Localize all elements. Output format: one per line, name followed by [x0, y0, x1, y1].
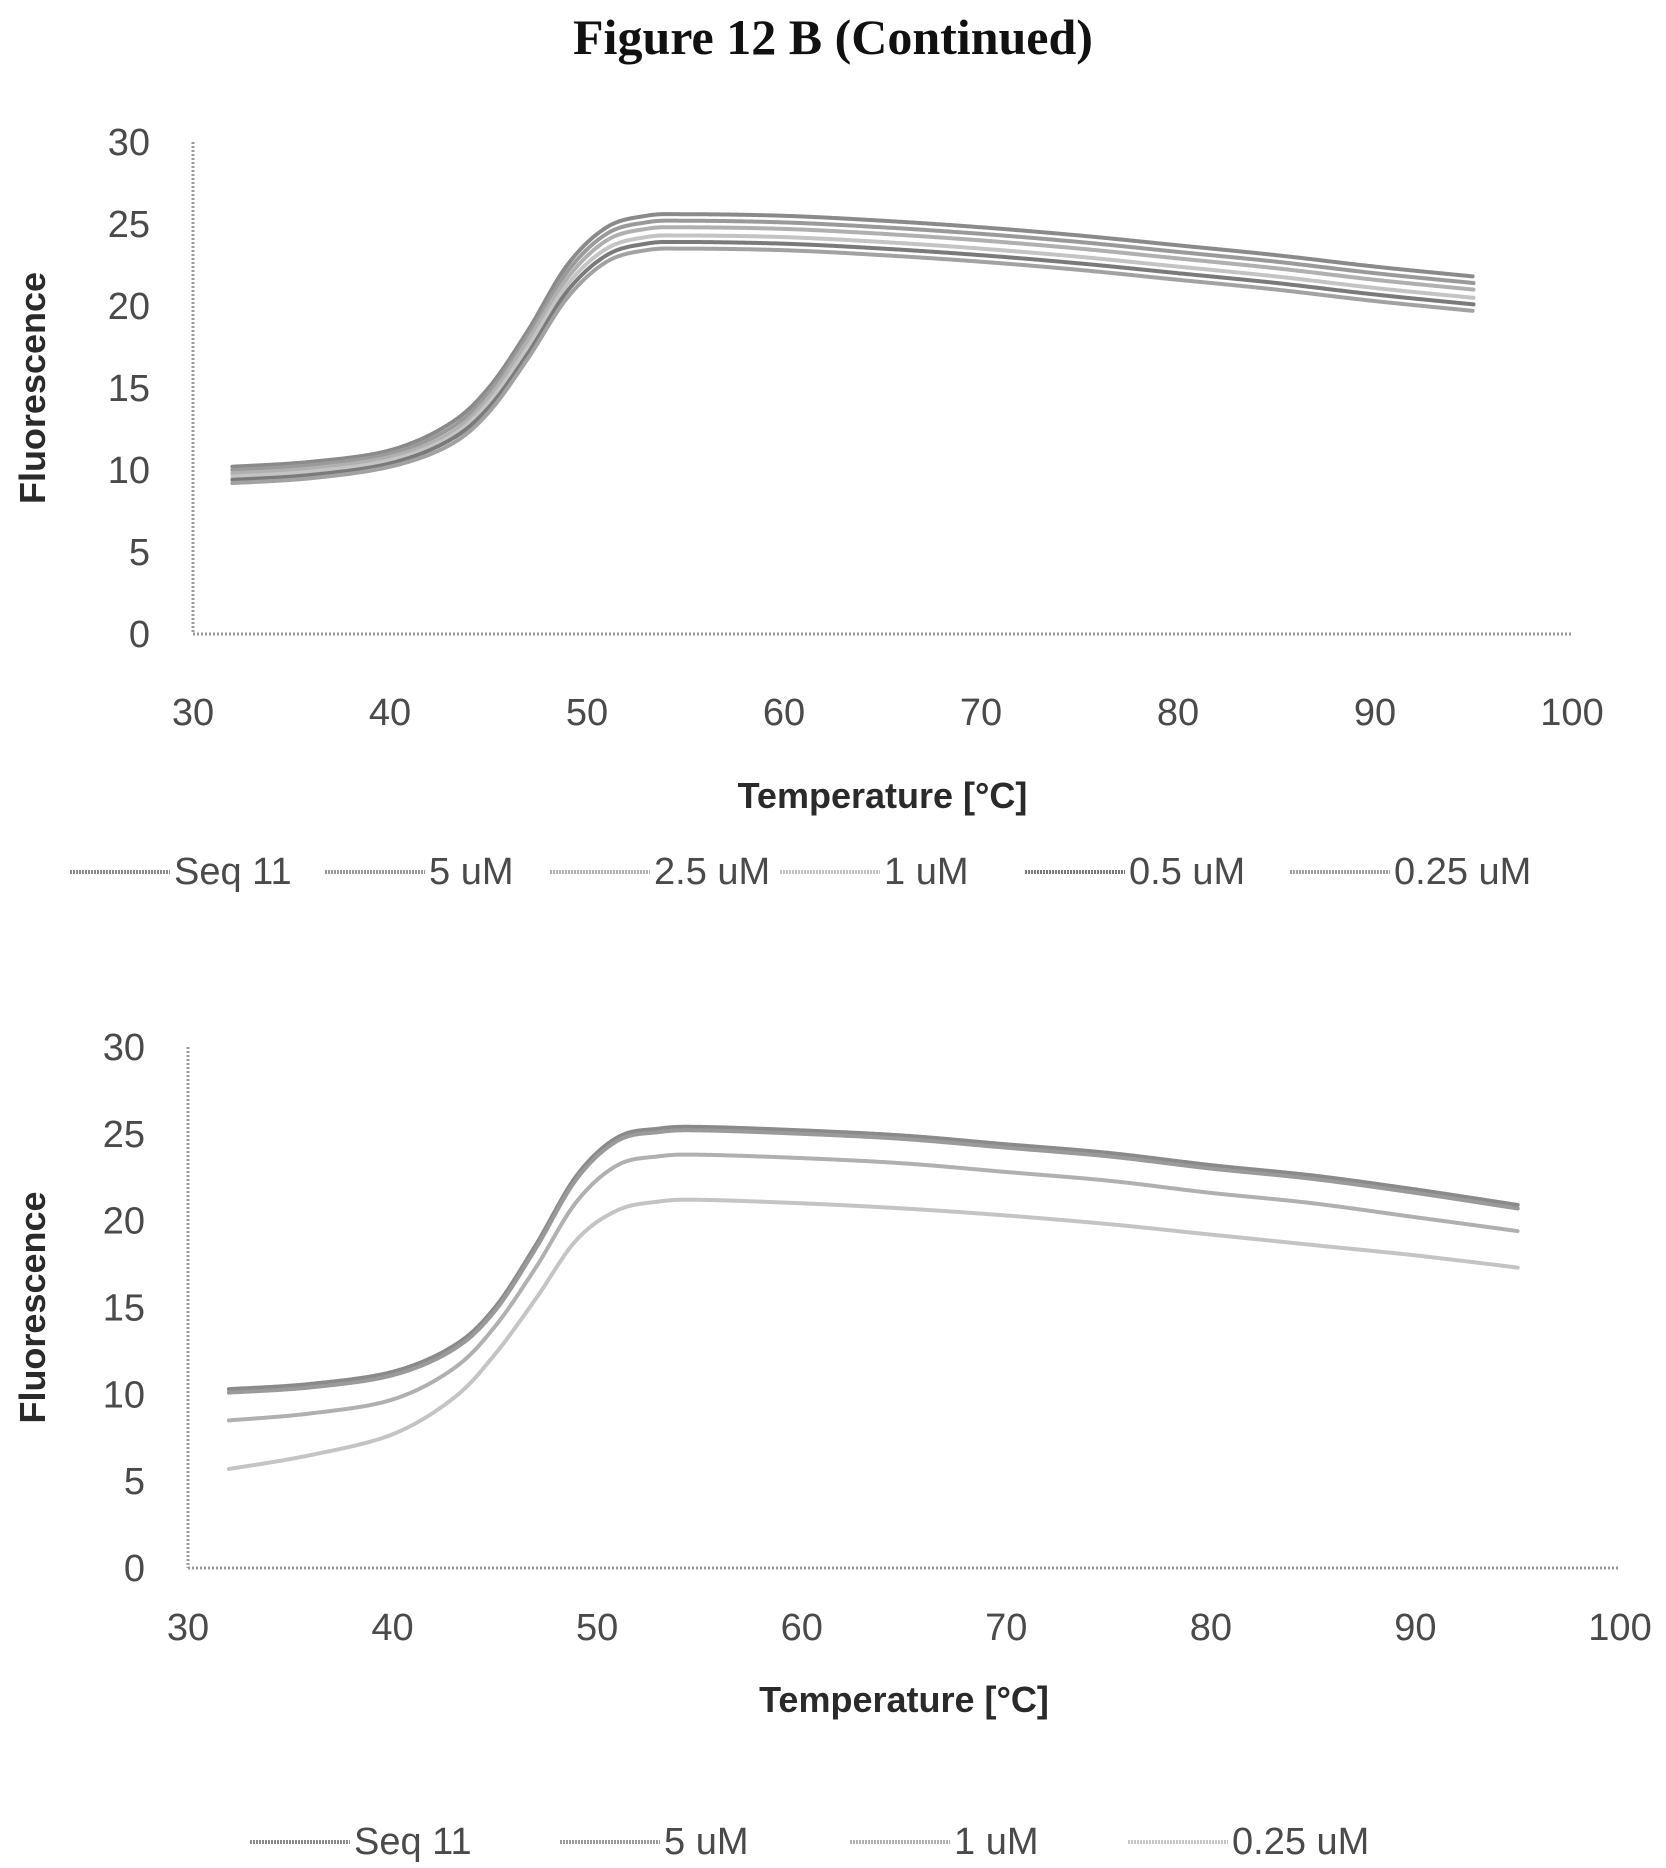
- x-tick-label: 40: [371, 1607, 413, 1649]
- x-tick-label: 60: [781, 1607, 823, 1649]
- y-tick-label: 30: [108, 122, 150, 164]
- x-axis-title: Temperature [°C]: [759, 1679, 1049, 1720]
- series-line: [226, 1197, 1520, 1471]
- y-tick-label: 20: [108, 286, 150, 328]
- legend-label: 5 uM: [429, 851, 513, 893]
- y-tick-label: 0: [129, 614, 150, 656]
- legend-label: Seq 11: [174, 851, 292, 893]
- x-tick-label: 80: [1190, 1607, 1232, 1649]
- legend-label: 1 uM: [884, 851, 968, 893]
- y-tick-label: 10: [103, 1374, 145, 1416]
- x-tick-label: 50: [576, 1607, 618, 1649]
- y-tick-label: 15: [103, 1288, 145, 1330]
- legend-label: 2.5 uM: [654, 851, 770, 893]
- y-tick-label: 30: [103, 1027, 145, 1069]
- y-axis-title: Fluorescence: [12, 272, 53, 504]
- y-tick-label: 20: [103, 1201, 145, 1243]
- series-line: [226, 1128, 1520, 1395]
- y-tick-label: 25: [108, 204, 150, 246]
- x-tick-label: 70: [960, 692, 1002, 734]
- legend-label: 0.25 uM: [1232, 1821, 1369, 1863]
- series-line: [230, 212, 1476, 469]
- series-line: [230, 225, 1476, 476]
- legend-label: 0.5 uM: [1129, 851, 1245, 893]
- x-tick-label: 80: [1157, 692, 1199, 734]
- x-tick-label: 50: [566, 692, 608, 734]
- y-tick-label: 5: [124, 1461, 145, 1503]
- series-line: [230, 239, 1476, 482]
- x-tick-label: 40: [369, 692, 411, 734]
- legend-label: 1 uM: [954, 1821, 1038, 1863]
- x-axis-title: Temperature [°C]: [738, 775, 1028, 816]
- series-line: [230, 233, 1476, 479]
- legend-label: 0.25 uM: [1394, 851, 1531, 893]
- legend-label: 5 uM: [664, 1821, 748, 1863]
- x-tick-label: 90: [1354, 692, 1396, 734]
- y-tick-label: 0: [124, 1548, 145, 1590]
- series-line: [230, 246, 1476, 486]
- series-line: [226, 1152, 1520, 1423]
- series-line: [230, 218, 1476, 472]
- y-tick-label: 5: [129, 532, 150, 574]
- x-tick-label: 100: [1588, 1607, 1651, 1649]
- figure-title: Figure 12 B (Continued): [573, 9, 1093, 65]
- y-tick-label: 25: [103, 1114, 145, 1156]
- y-tick-label: 10: [108, 450, 150, 492]
- x-tick-label: 100: [1540, 692, 1603, 734]
- x-tick-label: 60: [763, 692, 805, 734]
- x-tick-label: 30: [167, 1607, 209, 1649]
- y-tick-label: 15: [108, 368, 150, 410]
- x-tick-label: 90: [1394, 1607, 1436, 1649]
- y-axis-title: Fluorescence: [12, 1191, 53, 1423]
- legend-label: Seq 11: [354, 1821, 472, 1863]
- x-tick-label: 30: [172, 692, 214, 734]
- series-line: [226, 1124, 1520, 1392]
- x-tick-label: 70: [985, 1607, 1027, 1649]
